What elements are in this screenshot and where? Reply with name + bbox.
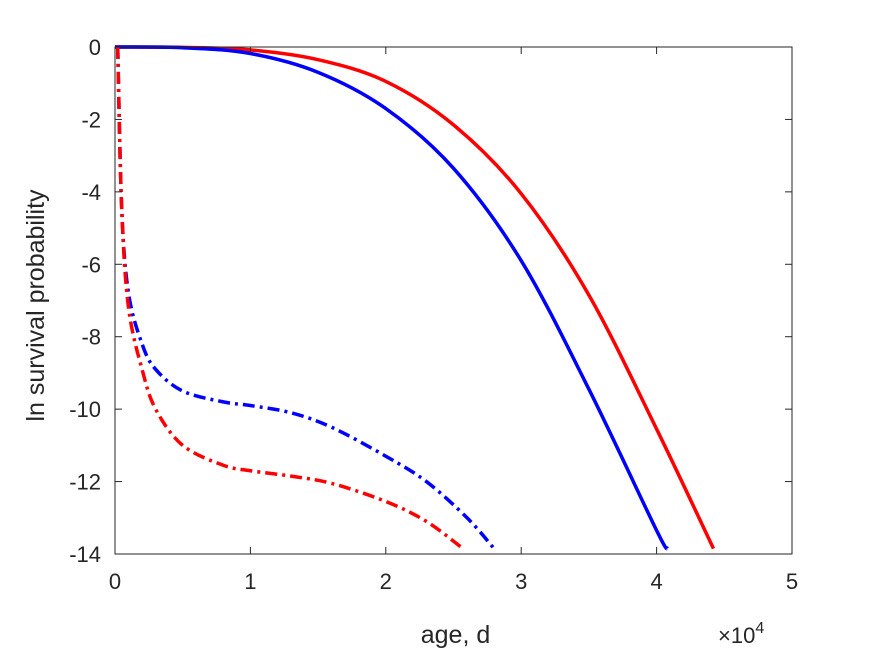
series-line-1 xyxy=(115,45,716,550)
x-tick-label: 0 xyxy=(109,569,121,594)
x-axis-multiplier: ×104 xyxy=(718,620,764,648)
series-layer xyxy=(115,45,716,551)
x-tick-label: 2 xyxy=(380,569,392,594)
y-axis-label: ln survival probability xyxy=(22,189,50,422)
x-axis: 0 1 2 3 4 5 xyxy=(109,47,798,594)
y-tick-label: -10 xyxy=(69,397,101,422)
x-multiplier-base: ×10 xyxy=(718,623,755,648)
x-tick-label: 4 xyxy=(650,569,662,594)
y-tick-label: -12 xyxy=(69,470,101,495)
x-multiplier-exponent: 4 xyxy=(755,620,764,637)
x-axis-label: age, d xyxy=(421,621,491,649)
y-tick-label: -4 xyxy=(81,180,101,205)
y-tick-label: -2 xyxy=(81,107,101,132)
axes-box xyxy=(114,46,793,555)
x-tick-label: 1 xyxy=(244,569,256,594)
series-line-4 xyxy=(115,46,465,550)
y-tick-label: 0 xyxy=(89,35,101,60)
y-tick-label: -8 xyxy=(81,325,101,350)
y-tick-label: -6 xyxy=(81,252,101,277)
y-tick-label: -14 xyxy=(69,542,101,567)
x-tick-label: 3 xyxy=(515,569,527,594)
series-line-3 xyxy=(115,46,496,550)
x-tick-label: 5 xyxy=(786,569,798,594)
y-axis: 0 -2 -4 -6 -8 -10 -12 -14 xyxy=(69,35,792,567)
series-line-2 xyxy=(115,45,669,551)
